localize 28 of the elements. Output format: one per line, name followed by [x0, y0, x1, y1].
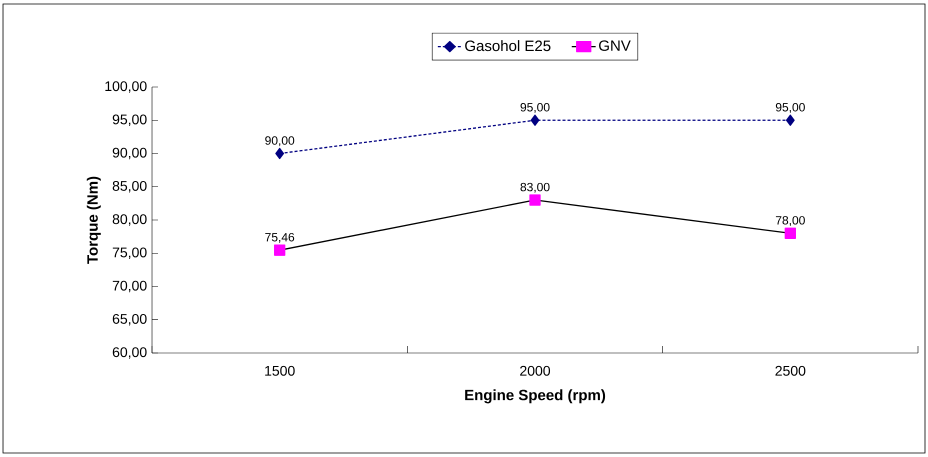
data-label: 90,00: [265, 136, 294, 146]
x-axis-title: Engine Speed (rpm): [465, 389, 606, 404]
y-tick-label: 100,00: [105, 81, 147, 93]
y-tick-label: 95,00: [112, 114, 147, 126]
point: [786, 114, 795, 126]
y-axis-title: Torque (Nm): [86, 176, 101, 264]
point: [784, 228, 796, 239]
point: [530, 114, 540, 126]
y-tick-label: 75,00: [112, 247, 147, 260]
point: [529, 194, 541, 206]
data-label: 95,00: [776, 103, 805, 113]
y-tick-label: 90,00: [112, 148, 147, 160]
x-tick-label: 2000: [520, 366, 550, 376]
data-label: 83,00: [520, 182, 550, 193]
point: [275, 148, 284, 160]
data-label: 75,46: [265, 232, 294, 243]
y-tick-label: 65,00: [112, 314, 147, 326]
data-label: 78,00: [776, 216, 805, 226]
legend-label: Gasohol E25: [465, 40, 550, 52]
x-tick-label: 1500: [265, 366, 295, 376]
y-tick-label: 80,00: [112, 214, 147, 226]
x-tick-label: 2500: [775, 366, 806, 376]
y-tick-label: 85,00: [112, 180, 147, 193]
point: [274, 244, 286, 256]
y-tick-label: 70,00: [112, 280, 147, 292]
legend-label: GNV: [599, 40, 631, 51]
data-label: 95,00: [520, 103, 550, 113]
y-tick-label: 60,00: [112, 347, 147, 359]
